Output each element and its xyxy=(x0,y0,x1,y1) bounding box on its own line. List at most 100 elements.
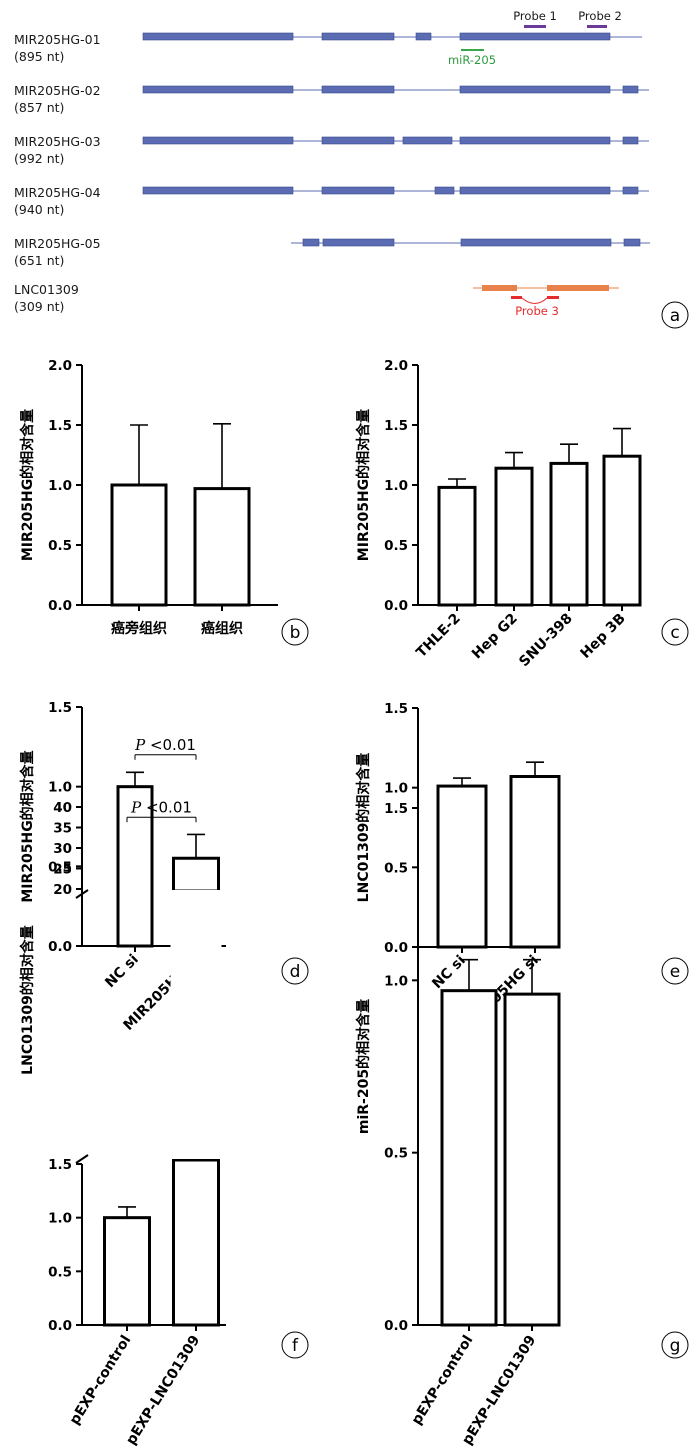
probe-1-marker xyxy=(524,25,546,28)
exon xyxy=(622,186,639,195)
y-tick-label: 20 xyxy=(53,882,72,898)
y-tick-label: 0.5 xyxy=(48,859,72,875)
chart-panel-f: 20 25 30 35 40 0.0 0.5 1.0 1.5 pEXP-controlpEXP-L… xyxy=(19,798,309,1448)
y-axis-label: LNC01309的相对含量 xyxy=(355,753,372,903)
exon xyxy=(460,238,612,247)
bar xyxy=(437,485,477,607)
bar xyxy=(436,784,488,949)
y-tick-label: 40 xyxy=(53,800,72,816)
y-tick-label: 0.0 xyxy=(48,939,72,955)
transcript-name: MIR205HG-02 xyxy=(14,83,101,98)
y-tick-label: 1.5 xyxy=(48,418,72,434)
exon xyxy=(459,186,611,195)
x-tick-label: Hep 3B xyxy=(578,611,629,662)
y-tick-label: 35 xyxy=(53,821,72,837)
x-tick-label: Hep G2 xyxy=(469,611,521,663)
y-tick-label: 0.5 xyxy=(48,538,72,554)
y-tick-label: 0.0 xyxy=(384,940,408,956)
panel-letter: d xyxy=(290,962,301,982)
y-tick-label: 1.5 xyxy=(384,418,408,434)
exon xyxy=(321,85,395,94)
y-tick-label: 1.0 xyxy=(384,973,408,989)
exon xyxy=(415,32,432,41)
panel-label-circle xyxy=(661,1331,689,1359)
transcript-name: LNC01309 xyxy=(14,282,79,297)
bar xyxy=(549,461,589,607)
probe-1-label: Probe 1 xyxy=(513,9,557,23)
y-tick-label: 1.5 xyxy=(384,701,408,717)
transcript-name: MIR205HG-05 xyxy=(14,236,101,251)
exon xyxy=(402,136,453,145)
x-tick-label: NC si xyxy=(429,953,469,993)
exon xyxy=(321,136,395,145)
y-tick-label: 0.0 xyxy=(48,1318,72,1334)
exon xyxy=(622,136,639,145)
x-tick-label: pEXP-control xyxy=(409,1333,477,1428)
exon xyxy=(321,186,395,195)
exon xyxy=(142,32,294,41)
x-tick-label: pEXP-LNC01309 xyxy=(459,1333,539,1448)
panel-letter: e xyxy=(670,962,680,982)
y-tick-label: 0.0 xyxy=(48,598,72,614)
panel-label-circle xyxy=(281,618,309,646)
bar xyxy=(602,454,642,607)
y-tick-label: 2.0 xyxy=(48,358,72,374)
exon xyxy=(459,136,611,145)
y-tick-label: 0.5 xyxy=(48,1264,72,1280)
bar xyxy=(440,989,498,1327)
y-axis-label: miR-205的相对含量 xyxy=(355,999,372,1134)
exon xyxy=(459,85,611,94)
panel-letter: f xyxy=(292,1336,299,1356)
y-tick-label: 0.5 xyxy=(384,538,408,554)
x-tick-label: NC si xyxy=(102,952,142,992)
exon xyxy=(322,238,395,247)
exon xyxy=(142,85,294,94)
transcript-length: (309 nt) xyxy=(14,299,64,314)
y-tick-label: 1.0 xyxy=(384,781,408,797)
y-tick-label: 1.0 xyxy=(48,478,72,494)
bar xyxy=(172,856,220,893)
y-tick-label: 1.0 xyxy=(48,1211,72,1227)
transcript-name: MIR205HG-03 xyxy=(14,134,101,149)
y-tick-label: 30 xyxy=(53,841,72,857)
panel-label-circle xyxy=(281,957,309,985)
gene-structure-panel: MIR205HG-01 (895 nt) Probe 1 Probe 2 miR… xyxy=(14,9,689,329)
x-tick-label: 癌组织 xyxy=(201,620,243,637)
x-tick-label: THLE-2 xyxy=(413,611,463,661)
bar-break-gap xyxy=(170,890,222,1159)
transcript-length: (940 nt) xyxy=(14,202,64,217)
y-tick-label: 1.5 xyxy=(48,1157,72,1173)
exon xyxy=(623,238,641,247)
probe-2-marker xyxy=(587,25,607,28)
p-value-label: P <0.01 xyxy=(134,736,196,754)
y-axis-label: MIR205HG的相对含量 xyxy=(355,409,372,561)
lnc-exon xyxy=(482,285,517,291)
transcript-length: (992 nt) xyxy=(14,151,64,166)
mir-205-label: miR-205 xyxy=(448,53,496,67)
lnc-exon xyxy=(547,285,609,291)
p-value-label: P <0.01 xyxy=(130,798,192,816)
y-axis-label: LNC01309的相对含量 xyxy=(19,925,36,1075)
exon xyxy=(321,32,395,41)
y-tick-label: 0.5 xyxy=(384,860,408,876)
y-tick-label: 0.5 xyxy=(384,1146,408,1162)
chart-panel-b: 0.0 0.5 1.0 1.5 2.0 癌旁组织 癌组织 MIR205HG的相对含量 b xyxy=(19,358,309,646)
y-tick-label: 0.0 xyxy=(384,1318,408,1334)
exon xyxy=(142,136,294,145)
transcript-length: (857 nt) xyxy=(14,100,64,115)
panel-letter: a xyxy=(670,306,680,326)
y-tick-label: 1.0 xyxy=(48,780,72,796)
exon xyxy=(622,85,639,94)
panel-letter: c xyxy=(670,623,679,643)
probe-3-marker xyxy=(547,296,559,299)
exon xyxy=(434,186,455,195)
axis-break-mark xyxy=(75,889,89,899)
probe-2-label: Probe 2 xyxy=(578,9,622,23)
probe-3-marker xyxy=(511,296,522,299)
panel-letter: g xyxy=(670,1336,681,1356)
axis-break-mark xyxy=(75,1154,89,1164)
probe-3-junction xyxy=(521,297,548,304)
bar xyxy=(494,466,534,607)
y-tick-label: 1.0 xyxy=(384,478,408,494)
